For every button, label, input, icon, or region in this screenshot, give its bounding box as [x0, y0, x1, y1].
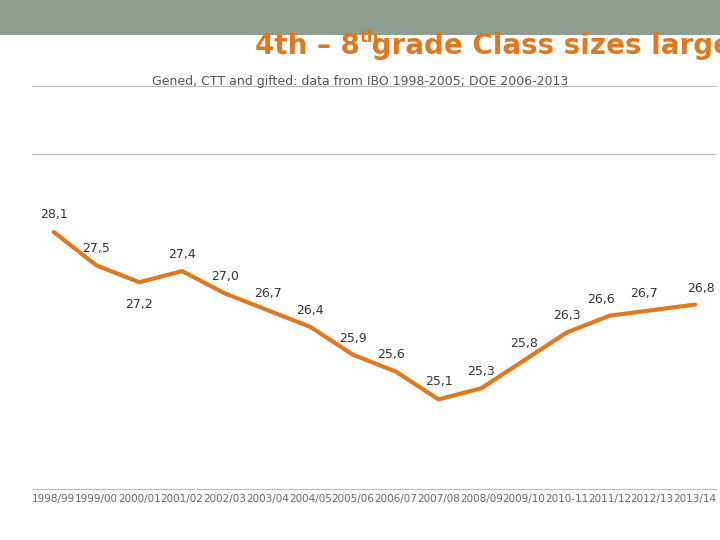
Text: 26,4: 26,4 — [297, 304, 324, 317]
Text: grade Class sizes largest since 2002: grade Class sizes largest since 2002 — [362, 32, 720, 60]
Text: 26,7: 26,7 — [253, 287, 282, 300]
Text: 25,3: 25,3 — [467, 365, 495, 378]
Text: 27,2: 27,2 — [125, 298, 153, 311]
Text: 25,6: 25,6 — [377, 348, 405, 361]
Text: 25,8: 25,8 — [510, 338, 538, 350]
Text: 26,6: 26,6 — [588, 293, 615, 306]
Text: 26,3: 26,3 — [553, 309, 580, 322]
Text: 26,7: 26,7 — [630, 287, 657, 300]
Text: 28,1: 28,1 — [40, 208, 68, 221]
Text: 4th – 8: 4th – 8 — [255, 32, 360, 60]
Text: 26,8: 26,8 — [688, 281, 715, 294]
Text: 25,9: 25,9 — [339, 332, 367, 345]
Text: 27,5: 27,5 — [83, 242, 110, 255]
Text: 27,0: 27,0 — [211, 271, 239, 284]
Text: 25,1: 25,1 — [425, 375, 452, 388]
Text: Gened, CTT and gifted: data from IBO 1998-2005; DOE 2006-2013: Gened, CTT and gifted: data from IBO 199… — [152, 75, 568, 87]
Text: th: th — [360, 30, 379, 45]
Text: 27,4: 27,4 — [168, 248, 196, 261]
